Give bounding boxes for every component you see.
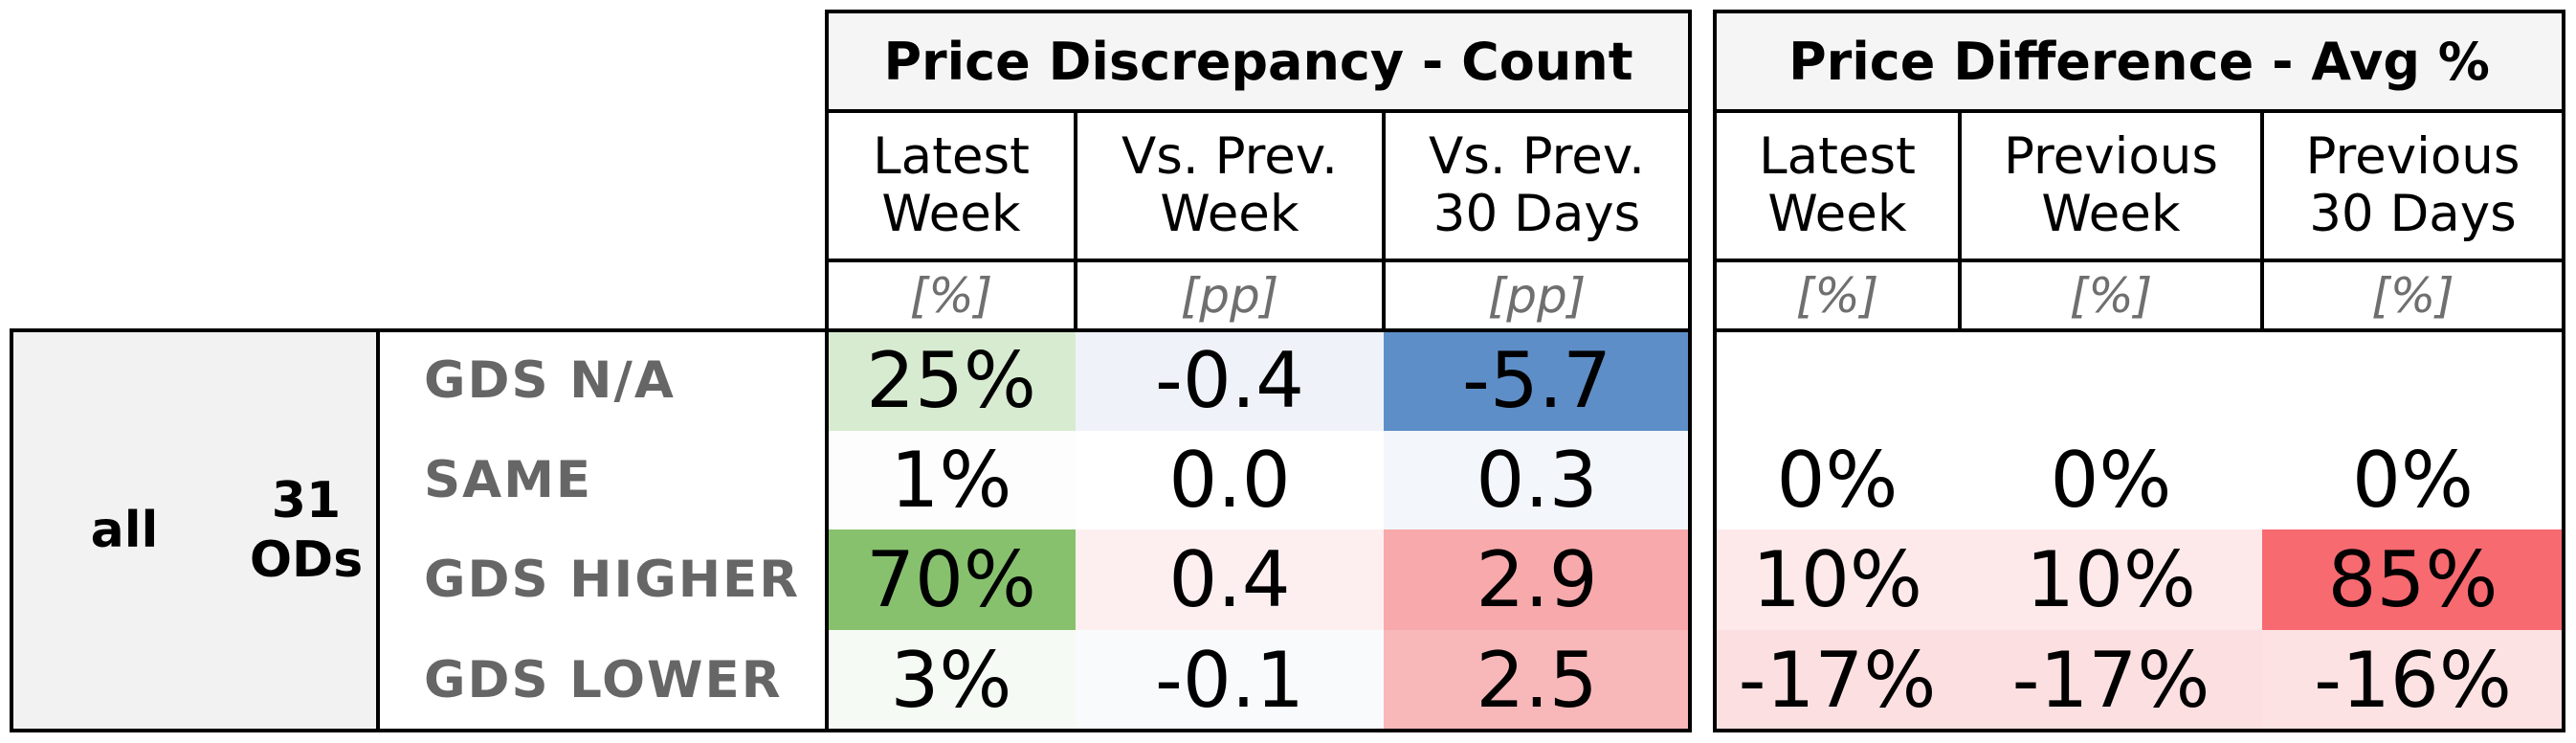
data-cell: -17% (1960, 630, 2262, 731)
table-rule (10, 328, 829, 332)
column-header: Previous 30 Days (2305, 127, 2520, 243)
table-rule (10, 328, 13, 732)
od-count-label: 31 ODs (249, 472, 364, 589)
table-rule (2562, 10, 2565, 731)
table-rule (1382, 109, 1386, 330)
data-cell: 0.0 (1076, 431, 1384, 529)
table-rule (825, 109, 1692, 113)
table-rule (1713, 10, 1717, 731)
column-header: Latest Week (873, 127, 1030, 243)
data-cell: 70% (827, 529, 1076, 630)
column-unit: [pp] (1180, 267, 1279, 324)
data-cell: 10% (1715, 529, 1960, 630)
table-rule (1688, 10, 1692, 731)
table-rule (1713, 259, 2565, 262)
group-title: Price Difference - Avg % (1715, 11, 2564, 111)
data-cell: -17% (1715, 630, 1960, 731)
table-rule (1713, 729, 2565, 732)
table-rule (825, 10, 829, 731)
data-cell: 85% (2262, 529, 2564, 630)
data-cell: -0.4 (1076, 330, 1384, 431)
row-label: GDS LOWER (424, 651, 783, 709)
data-cell: 0% (2262, 431, 2564, 529)
data-cell: -16% (2262, 630, 2564, 731)
table-rule (376, 328, 380, 732)
column-header: Previous Week (2004, 127, 2218, 243)
data-cell: 10% (1960, 529, 2262, 630)
column-unit: [%] (1795, 267, 1879, 324)
data-cell: 2.9 (1384, 529, 1690, 630)
data-cell: -0.1 (1076, 630, 1384, 731)
data-cell: 25% (827, 330, 1076, 431)
table-rule (1713, 328, 2565, 332)
column-header: Vs. Prev. 30 Days (1429, 127, 1645, 243)
data-cell: 1% (827, 431, 1076, 529)
column-header: Vs. Prev. Week (1121, 127, 1338, 243)
table-rule (10, 729, 829, 732)
row-label: GDS N/A (424, 351, 676, 410)
table-rule (825, 10, 1692, 13)
data-cell (1960, 330, 2262, 431)
data-cell (2262, 330, 2564, 431)
column-unit: [%] (2371, 267, 2454, 324)
data-cell: 0% (1715, 431, 1960, 529)
row-label: SAME (424, 451, 593, 509)
table-rule (1713, 109, 2565, 113)
row-label: GDS HIGHER (424, 551, 801, 609)
data-cell: 0.4 (1076, 529, 1384, 630)
table-rule (1074, 109, 1077, 330)
data-cell: -5.7 (1384, 330, 1690, 431)
table-rule (1713, 10, 2565, 13)
segment-label: all (90, 502, 159, 559)
column-header: Latest Week (1759, 127, 1916, 243)
data-cell: 2.5 (1384, 630, 1690, 731)
data-cell: 0.3 (1384, 431, 1690, 529)
table-rule (825, 328, 1692, 332)
column-unit: [%] (909, 267, 993, 324)
group-title: Price Discrepancy - Count (827, 11, 1690, 111)
data-cell (1715, 330, 1960, 431)
table-rule (825, 259, 1692, 262)
table-rule (2260, 109, 2264, 330)
table-rule (1958, 109, 1962, 330)
row-group-panel (11, 330, 378, 731)
table-rule (825, 729, 1692, 732)
data-cell: 0% (1960, 431, 2262, 529)
column-unit: [pp] (1487, 267, 1587, 324)
data-cell: 3% (827, 630, 1076, 731)
column-unit: [%] (2069, 267, 2153, 324)
